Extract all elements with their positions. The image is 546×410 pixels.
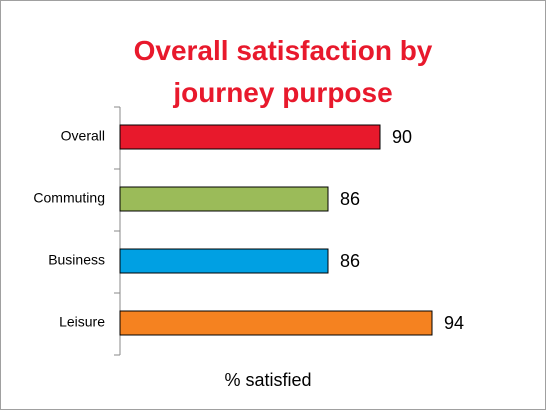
y-tick-label: Business: [48, 252, 105, 268]
bar: [119, 124, 381, 150]
bar: [119, 186, 329, 212]
bar: [119, 248, 329, 274]
y-tick-label: Overall: [61, 128, 105, 144]
value-label: 90: [392, 127, 412, 147]
y-tick-label: Commuting: [33, 190, 105, 206]
value-label: 94: [444, 313, 464, 333]
chart-title: Overall satisfaction by journey purpose: [133, 35, 433, 108]
bar: [119, 310, 433, 336]
value-label: 86: [340, 189, 360, 209]
y-tick-label: Leisure: [59, 314, 105, 330]
value-label: 86: [340, 251, 360, 271]
x-axis-label: % satisfied: [224, 370, 311, 390]
